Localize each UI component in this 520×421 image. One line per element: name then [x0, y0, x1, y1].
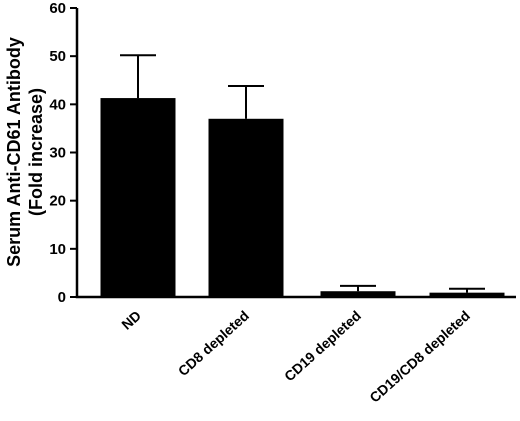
x-category-label: CD8 depleted: [175, 307, 252, 379]
x-category-label: CD19 depleted: [281, 307, 364, 384]
bar: [429, 292, 505, 297]
bar: [100, 98, 176, 298]
y-axis-title: Serum Anti-CD61 Antibody (Fold increase): [4, 37, 46, 267]
y-tick-label: 30: [49, 145, 66, 162]
y-tick-label: 40: [49, 96, 66, 113]
bars: [100, 98, 505, 298]
y-tick-label: 20: [49, 193, 66, 210]
bar: [208, 118, 284, 298]
y-tick-label: 0: [58, 289, 66, 306]
y-tick-label: 10: [49, 241, 66, 258]
y-axis-title-line2: (Fold increase): [26, 88, 46, 216]
y-tick-label: 50: [49, 48, 66, 65]
error-bars: [120, 54, 485, 293]
bar: [320, 291, 396, 297]
y-tick-label: 60: [49, 0, 66, 17]
x-category-labels: ND CD8 depleted CD19 depleted CD19/CD8 depl…: [118, 307, 473, 405]
x-category-label: CD19/CD8 depleted: [366, 307, 473, 405]
x-category-label: ND: [118, 307, 144, 332]
y-axis-title-line1: Serum Anti-CD61 Antibody: [4, 37, 24, 267]
y-ticks: 0 10 20 30 40 50 60: [49, 0, 77, 306]
